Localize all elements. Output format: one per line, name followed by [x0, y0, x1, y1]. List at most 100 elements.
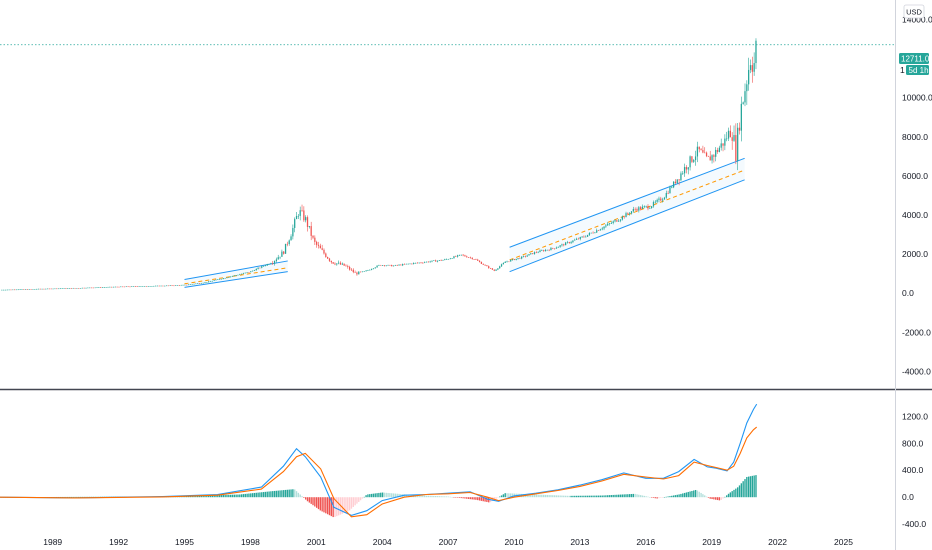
histogram-bar[interactable]	[61, 496, 63, 498]
candle[interactable]	[57, 288, 60, 290]
histogram-bar[interactable]	[275, 490, 278, 498]
candle[interactable]	[733, 125, 735, 142]
candle[interactable]	[630, 211, 633, 215]
candle[interactable]	[422, 262, 424, 264]
candle[interactable]	[211, 280, 213, 282]
histogram-bar[interactable]	[286, 489, 289, 498]
candle[interactable]	[15, 289, 18, 291]
candle[interactable]	[444, 258, 446, 261]
histogram-bar[interactable]	[628, 494, 631, 498]
histogram-bar[interactable]	[625, 494, 627, 498]
candle[interactable]	[138, 286, 140, 287]
candle[interactable]	[676, 179, 678, 184]
histogram-bar[interactable]	[272, 491, 274, 498]
candle[interactable]	[158, 285, 160, 287]
histogram-bar[interactable]	[643, 495, 646, 498]
candle[interactable]	[744, 83, 746, 107]
histogram-bar[interactable]	[229, 494, 232, 498]
histogram-bar[interactable]	[614, 494, 616, 498]
candle[interactable]	[246, 272, 248, 273]
candle[interactable]	[581, 236, 583, 238]
candle[interactable]	[533, 251, 536, 255]
histogram-bar[interactable]	[211, 495, 214, 498]
candle[interactable]	[687, 166, 689, 175]
channel-1-upper-line[interactable]	[184, 260, 288, 280]
histogram-bar[interactable]	[215, 495, 217, 498]
candle[interactable]	[645, 205, 647, 208]
candle[interactable]	[489, 267, 492, 269]
histogram-bar[interactable]	[682, 493, 684, 498]
histogram-bar[interactable]	[539, 494, 541, 498]
candle[interactable]	[532, 253, 534, 255]
candle[interactable]	[147, 286, 149, 287]
candle[interactable]	[755, 38, 757, 70]
candle[interactable]	[643, 205, 645, 209]
histogram-bar[interactable]	[548, 495, 550, 498]
candle[interactable]	[572, 240, 574, 244]
histogram-bar[interactable]	[747, 476, 750, 498]
candle[interactable]	[154, 285, 157, 287]
candle[interactable]	[299, 206, 301, 221]
histogram-bar[interactable]	[447, 496, 450, 498]
macd-pane[interactable]	[0, 403, 758, 518]
candle[interactable]	[737, 122, 739, 171]
candle[interactable]	[433, 260, 435, 261]
histogram-bar[interactable]	[451, 497, 453, 498]
candle[interactable]	[707, 155, 710, 157]
histogram-bar[interactable]	[561, 495, 563, 498]
candle[interactable]	[195, 283, 197, 285]
candle[interactable]	[257, 267, 259, 270]
histogram-bar[interactable]	[658, 497, 660, 499]
histogram-bar[interactable]	[303, 497, 305, 498]
histogram-bar[interactable]	[438, 496, 440, 498]
histogram-bar[interactable]	[209, 495, 212, 498]
candle[interactable]	[279, 256, 281, 260]
candle[interactable]	[45, 288, 47, 290]
histogram-bar[interactable]	[713, 497, 715, 500]
histogram-bar[interactable]	[213, 495, 215, 498]
candle[interactable]	[334, 262, 336, 266]
candle[interactable]	[716, 147, 719, 154]
candle[interactable]	[39, 288, 41, 290]
histogram-bar[interactable]	[76, 496, 78, 498]
histogram-bar[interactable]	[378, 492, 380, 498]
candle[interactable]	[621, 215, 623, 221]
histogram-bar[interactable]	[425, 495, 428, 498]
histogram-bar[interactable]	[700, 492, 702, 498]
candle[interactable]	[43, 288, 45, 290]
candle[interactable]	[482, 263, 484, 265]
candle[interactable]	[89, 287, 91, 289]
candle[interactable]	[471, 257, 473, 260]
candle[interactable]	[191, 283, 193, 285]
histogram-bar[interactable]	[444, 496, 446, 498]
histogram-bar[interactable]	[744, 479, 746, 498]
candle[interactable]	[180, 284, 182, 286]
candle[interactable]	[305, 215, 307, 223]
candle[interactable]	[54, 288, 56, 290]
candle[interactable]	[67, 288, 69, 289]
candle[interactable]	[491, 268, 494, 270]
histogram-bar[interactable]	[359, 497, 362, 501]
histogram-bar[interactable]	[294, 489, 296, 498]
candle[interactable]	[186, 284, 188, 286]
candle[interactable]	[504, 261, 506, 263]
candle[interactable]	[522, 255, 525, 258]
histogram-bar[interactable]	[588, 495, 591, 498]
candle[interactable]	[284, 243, 287, 254]
histogram-bar[interactable]	[458, 497, 461, 498]
candle[interactable]	[30, 288, 32, 290]
histogram-bar[interactable]	[207, 495, 210, 498]
candle[interactable]	[125, 286, 127, 288]
candle[interactable]	[350, 268, 353, 272]
histogram-bar[interactable]	[358, 497, 360, 502]
currency-button[interactable]: USD	[903, 4, 925, 19]
candle[interactable]	[259, 267, 261, 269]
candle[interactable]	[713, 154, 715, 163]
histogram-bar[interactable]	[200, 495, 203, 498]
histogram-bar[interactable]	[361, 497, 364, 499]
candle[interactable]	[226, 277, 228, 279]
histogram-bar[interactable]	[475, 497, 477, 500]
candle[interactable]	[414, 262, 417, 264]
histogram-bar[interactable]	[634, 493, 636, 498]
candle[interactable]	[672, 181, 675, 189]
